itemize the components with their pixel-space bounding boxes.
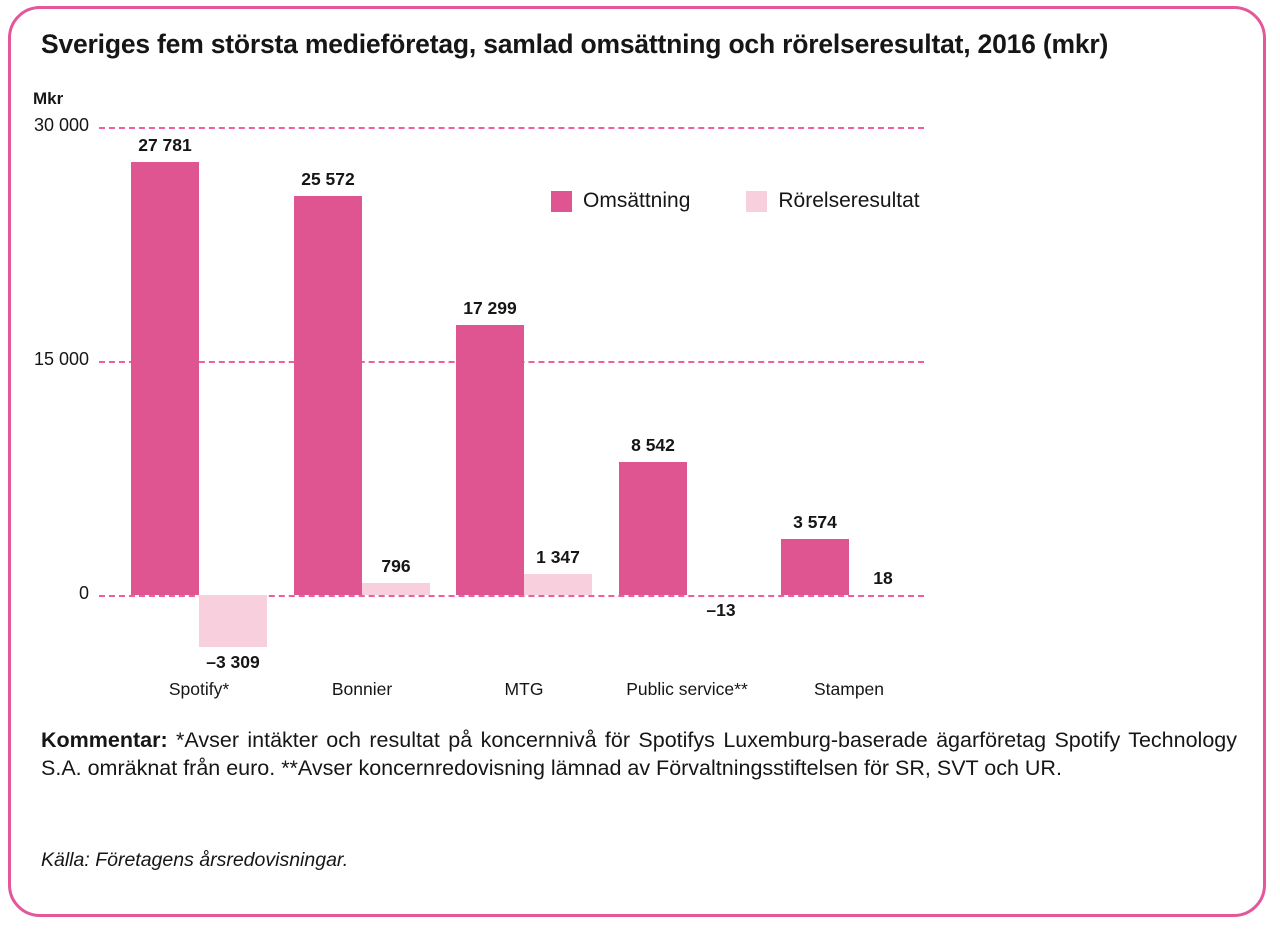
legend-item-omsattning: Omsättning (551, 189, 690, 213)
legend-label-omsattning: Omsättning (583, 189, 691, 212)
footnote-text: *Avser intäkter och resultat på koncernn… (41, 728, 1237, 780)
value-label-omsattning-0: 27 781 (138, 134, 192, 155)
gridline-0 (99, 595, 924, 597)
x-category-label-4: Stampen (813, 679, 885, 699)
legend-swatch-omsattning (551, 190, 572, 212)
bar-omsattning-2[interactable] (456, 325, 524, 595)
value-label-omsattning-1: 25 572 (301, 169, 355, 190)
value-label-rorelseresultat-2: 1 347 (536, 546, 580, 567)
gridline-30000 (99, 127, 924, 129)
source-line: Källa: Företagens årsredovisningar. (41, 849, 349, 871)
chart-card: Sveriges fem största medieföretag, samla… (8, 6, 1266, 917)
plot-area: 0 15 000 30 000 27 781 –3 309 Spotify* 25 572 7… (11, 9, 1269, 709)
value-label-rorelseresultat-0: –3 309 (206, 651, 260, 672)
value-label-omsattning-2: 17 299 (463, 298, 517, 319)
value-label-rorelseresultat-1: 796 (381, 555, 411, 576)
x-category-label-3: Public service** (626, 679, 748, 699)
y-tick-label-15000: 15 000 (33, 349, 89, 369)
x-category-label-2: MTG (504, 679, 544, 699)
value-label-rorelseresultat-3: –13 (706, 600, 736, 621)
value-label-omsattning-3: 8 542 (631, 434, 675, 455)
y-tick-label-30000: 30 000 (33, 115, 89, 135)
bar-omsattning-3[interactable] (619, 461, 687, 595)
value-label-rorelseresultat-4: 18 (873, 567, 893, 588)
value-label-omsattning-4: 3 574 (793, 512, 837, 533)
bar-omsattning-0[interactable] (131, 161, 199, 595)
bar-rorelseresultat-2[interactable] (524, 573, 592, 595)
chart-title: Sveriges fem största medieföretag, samla… (41, 29, 1109, 59)
legend-swatch-rorelseresultat (746, 190, 768, 212)
chart-legend: Omsättning Rörelseresultat (551, 189, 920, 213)
bar-omsattning-1[interactable] (294, 196, 362, 595)
legend-label-rorelseresultat: Rörelseresultat (778, 189, 920, 212)
bar-rorelseresultat-1[interactable] (362, 582, 430, 595)
x-category-label-0: Spotify* (168, 679, 230, 699)
footnote-comment: Kommentar: *Avser intäkter och resultat … (41, 727, 1237, 783)
bar-rorelseresultat-0[interactable] (199, 595, 267, 647)
bar-omsattning-4[interactable] (781, 539, 849, 595)
y-tick-label-0: 0 (78, 583, 89, 603)
y-axis-unit-label: Mkr (33, 89, 64, 108)
footnote-lead: Kommentar: (41, 728, 168, 752)
legend-item-rorelseresultat: Rörelseresultat (746, 189, 920, 213)
x-category-label-1: Bonnier (331, 679, 393, 699)
